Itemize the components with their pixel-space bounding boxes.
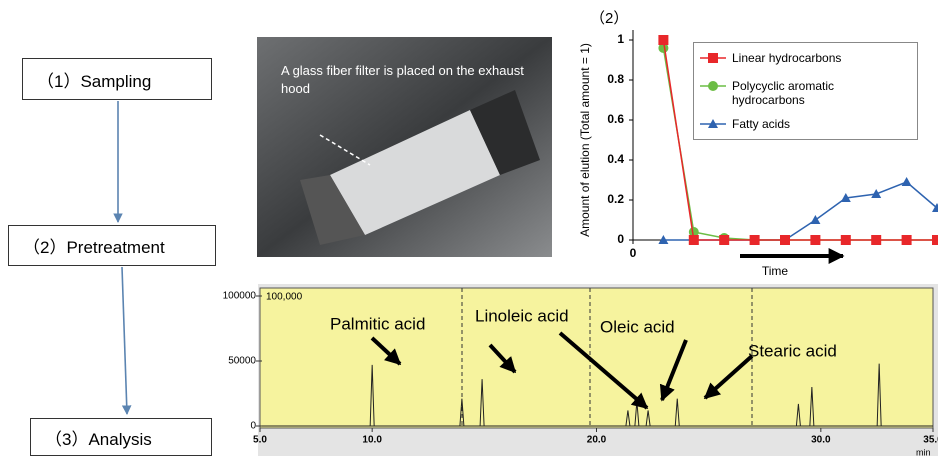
y-tick-label: 0.6: [607, 112, 624, 126]
legend-entry: Linear hydrocarbons: [700, 51, 902, 65]
legend-swatch: [700, 81, 726, 91]
y-tick-label: 1: [617, 32, 624, 46]
peak: [459, 398, 465, 427]
legend-marker: [708, 81, 718, 91]
marker: [749, 235, 760, 245]
legend-label: Polycyclic aromatic hydrocarbons: [732, 79, 835, 107]
legend-entry: Polycyclic aromatic hydrocarbons: [700, 79, 902, 107]
marker: [688, 235, 699, 245]
y-tick-label: 50000: [228, 356, 256, 367]
legend-marker: [708, 119, 718, 128]
marker: [840, 193, 851, 202]
series-line: [663, 181, 938, 241]
annotation-arrow: [488, 343, 517, 374]
x-unit: min: [916, 447, 931, 456]
flow-step: （3）Analysis: [30, 418, 212, 456]
marker: [810, 235, 821, 245]
legend-swatch: [700, 119, 726, 128]
photo: [257, 37, 552, 257]
peak-annotation: Stearic acid: [748, 341, 837, 360]
marker: [871, 235, 882, 245]
legend-swatch: [700, 53, 726, 63]
x-tick-label: 10.0: [362, 435, 382, 446]
peak: [645, 410, 651, 427]
peak-annotation: Linoleic acid: [475, 306, 569, 325]
series-line: [662, 39, 937, 241]
legend-label: Fatty acids: [732, 117, 791, 131]
y-tick-label: 0.4: [607, 152, 624, 166]
annotation-arrow: [659, 339, 688, 402]
marker: [658, 43, 669, 53]
marker: [901, 235, 912, 245]
x-tick-label: 30.0: [811, 435, 831, 446]
legend-label: Linear hydrocarbons: [732, 51, 842, 65]
legend-entry: Fatty acids: [700, 117, 902, 131]
peak: [369, 364, 375, 427]
x-tick-label: 35.0: [923, 435, 938, 446]
peak-annotation: Palmitic acid: [330, 314, 425, 333]
y-tick-label: 0: [250, 421, 256, 432]
marker: [658, 235, 669, 244]
marker: [719, 235, 730, 245]
panel-label: （2）: [590, 10, 628, 27]
marker: [901, 177, 912, 186]
peak: [809, 386, 815, 427]
annotation-arrow: [703, 354, 754, 400]
marker: [780, 235, 790, 245]
x-tick-label: 0: [630, 246, 637, 260]
marker: [810, 215, 821, 224]
marker: [688, 227, 699, 237]
x-axis-label: Time: [762, 264, 789, 278]
peak: [625, 410, 631, 427]
x-tick-label: 20.0: [587, 435, 607, 446]
marker: [840, 235, 851, 245]
y-tick-label: 100000: [223, 291, 257, 302]
peak: [479, 379, 485, 427]
annotation-arrow: [370, 336, 402, 366]
legend-marker: [708, 53, 718, 63]
flow-step: （2）Pretreatment: [8, 225, 216, 266]
photo-caption: A glass fiber filter is placed on the ex…: [281, 63, 524, 96]
annotation-arrow: [558, 331, 649, 410]
peak-annotation: Oleic acid: [600, 317, 675, 336]
flow-step: （1）Sampling: [22, 58, 212, 100]
plot-area: [259, 287, 934, 429]
y-axis-label: Amount of elution (Total amount = 1): [578, 43, 592, 237]
marker: [658, 35, 669, 45]
peak: [876, 363, 882, 427]
y-tick-label: 0.2: [607, 192, 624, 206]
x-tick-label: 5.0: [253, 435, 267, 446]
marker: [932, 203, 938, 212]
y-tick-label: 0: [617, 232, 624, 246]
peak: [674, 398, 680, 427]
peak: [795, 403, 801, 427]
legend: Linear hydrocarbons Polycyclic aromatic h…: [693, 42, 918, 140]
marker: [871, 189, 882, 198]
y-tick-label: 0.8: [607, 72, 624, 86]
flow-arrow: [121, 266, 132, 415]
marker: [932, 235, 938, 245]
inset-label: 100,000: [266, 292, 303, 303]
